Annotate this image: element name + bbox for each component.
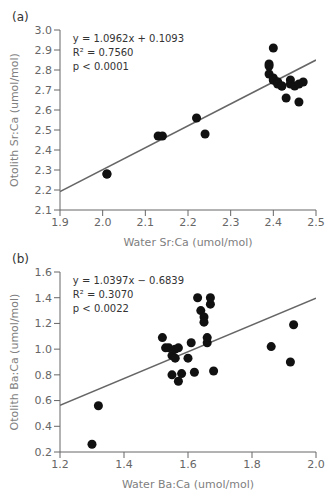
svg-text:Water Ba:Ca (umol/mol): Water Ba:Ca (umol/mol) (122, 478, 254, 491)
svg-text:0.2: 0.2 (35, 446, 53, 459)
svg-text:2.9: 2.9 (35, 44, 53, 57)
svg-text:Water Sr:Ca (umol/mol): Water Sr:Ca (umol/mol) (123, 236, 252, 249)
html-text:p < 0.0001: p < 0.0001 (72, 61, 129, 72)
svg-text:2.5: 2.5 (35, 124, 53, 137)
svg-text:2.1: 2.1 (35, 204, 53, 217)
html-text:R² = 0.3070: R² = 0.3070 (72, 289, 134, 300)
svg-text:2.5: 2.5 (307, 216, 325, 229)
svg-text:0.4: 0.4 (35, 420, 53, 433)
svg-text:3.0: 3.0 (35, 24, 53, 37)
html-text:R² = 0.7560: R² = 0.7560 (72, 47, 134, 58)
html-text:y = 1.0397x − 0.6839: y = 1.0397x − 0.6839 (72, 275, 185, 286)
svg-text:2.3: 2.3 (222, 216, 240, 229)
svg-text:2.0: 2.0 (307, 458, 325, 471)
svg-text:Otolith Ba:Ca (umol/mol): Otolith Ba:Ca (umol/mol) (8, 294, 21, 431)
svg-text:0.6: 0.6 (35, 394, 53, 407)
html-text:p < 0.0022: p < 0.0022 (72, 303, 129, 314)
svg-text:Otolith Sr:Ca (umol/mol): Otolith Sr:Ca (umol/mol) (8, 53, 21, 187)
svg-text:1.8: 1.8 (243, 458, 261, 471)
svg-text:1.6: 1.6 (179, 458, 197, 471)
svg-text:1.4: 1.4 (35, 292, 53, 305)
svg-text:2.2: 2.2 (179, 216, 197, 229)
svg-text:2.0: 2.0 (94, 216, 112, 229)
svg-text:2.2: 2.2 (35, 184, 53, 197)
svg-text:1.4: 1.4 (115, 458, 133, 471)
svg-text:1.2: 1.2 (35, 317, 53, 330)
svg-text:2.1: 2.1 (137, 216, 155, 229)
svg-text:1.0: 1.0 (35, 343, 53, 356)
svg-text:2.8: 2.8 (35, 64, 53, 77)
html-text:(b): (b) (12, 252, 29, 266)
svg-text:1.9: 1.9 (51, 216, 69, 229)
svg-text:2.6: 2.6 (35, 104, 53, 117)
svg-text:0.8: 0.8 (35, 369, 53, 382)
svg-text:1.2: 1.2 (51, 458, 69, 471)
svg-text:2.7: 2.7 (35, 84, 53, 97)
svg-text:1.6: 1.6 (35, 266, 53, 279)
html-text:y = 1.0962x + 0.1093: y = 1.0962x + 0.1093 (72, 33, 185, 44)
svg-text:2.3: 2.3 (35, 164, 53, 177)
svg-text:2.4: 2.4 (265, 216, 283, 229)
html-text:(a): (a) (12, 10, 29, 24)
svg-text:2.4: 2.4 (35, 144, 53, 157)
